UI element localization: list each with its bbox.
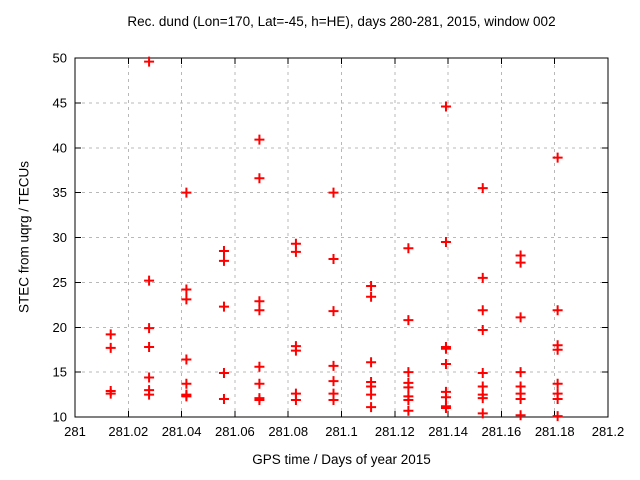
y-tick-label: 40 xyxy=(53,140,67,155)
data-point-marker xyxy=(181,284,192,295)
data-point-marker xyxy=(218,368,229,379)
data-point-marker xyxy=(515,367,526,378)
x-tick-label: 281.14 xyxy=(428,424,468,439)
plot-border xyxy=(74,57,609,418)
data-point-marker xyxy=(254,296,265,307)
x-tick-label: 281.02 xyxy=(108,424,148,439)
data-point-marker xyxy=(552,411,563,422)
data-point-marker xyxy=(218,394,229,405)
data-point-marker xyxy=(366,402,377,413)
data-point-marker xyxy=(181,378,192,389)
data-point-marker xyxy=(552,152,563,163)
data-point-marker xyxy=(403,315,414,326)
data-point-marker xyxy=(328,360,339,371)
y-tick-label: 50 xyxy=(53,51,67,66)
data-point-marker xyxy=(477,408,488,419)
y-tick-label: 30 xyxy=(53,230,67,245)
x-tick-label: 281.2 xyxy=(592,424,625,439)
data-point-marker xyxy=(254,134,265,145)
data-point-marker xyxy=(440,392,451,403)
data-point-marker xyxy=(181,187,192,198)
data-point-marker xyxy=(328,306,339,317)
x-tick-label: 281.08 xyxy=(268,424,308,439)
data-point-marker xyxy=(477,324,488,335)
data-point-marker xyxy=(403,367,414,378)
x-tick-label: 281.1 xyxy=(325,424,358,439)
data-point-marker xyxy=(290,345,301,356)
data-point-marker xyxy=(328,376,339,387)
y-tick-label: 15 xyxy=(53,365,67,380)
data-point-marker xyxy=(552,305,563,316)
y-tick-label: 10 xyxy=(53,410,67,425)
data-point-marker xyxy=(440,236,451,247)
data-point-marker xyxy=(477,305,488,316)
data-point-marker xyxy=(144,323,155,334)
y-tick-label: 25 xyxy=(53,275,67,290)
data-point-marker xyxy=(515,257,526,268)
data-point-marker xyxy=(144,275,155,286)
data-point-marker xyxy=(144,56,155,67)
data-point-marker xyxy=(515,410,526,421)
data-point-marker xyxy=(328,187,339,198)
data-point-marker xyxy=(552,344,563,355)
data-point-marker xyxy=(181,391,192,402)
data-point-marker xyxy=(181,294,192,305)
data-point-marker xyxy=(254,173,265,184)
data-point-marker xyxy=(105,329,116,340)
x-tick-label: 281 xyxy=(64,424,86,439)
y-tick-label: 45 xyxy=(53,95,67,110)
x-tick-label: 281.16 xyxy=(482,424,522,439)
data-point-marker xyxy=(440,101,451,112)
data-point-marker xyxy=(254,378,265,389)
data-point-marker xyxy=(144,341,155,352)
data-point-marker xyxy=(181,354,192,365)
y-tick-label: 35 xyxy=(53,185,67,200)
data-point-marker xyxy=(440,343,451,354)
data-point-marker xyxy=(440,359,451,370)
data-point-marker xyxy=(366,357,377,368)
data-point-marker xyxy=(254,305,265,316)
x-tick-label: 281.04 xyxy=(162,424,202,439)
data-point-marker xyxy=(477,183,488,194)
data-point-marker xyxy=(218,301,229,312)
data-point-marker xyxy=(105,342,116,353)
data-point-marker xyxy=(105,388,116,399)
data-point-marker xyxy=(515,312,526,323)
data-point-marker xyxy=(477,368,488,379)
data-point-marker xyxy=(366,280,377,291)
chart-title: Rec. dund (Lon=170, Lat=-45, h=HE), days… xyxy=(127,14,556,29)
data-point-marker xyxy=(144,372,155,383)
data-point-marker xyxy=(254,361,265,372)
data-point-marker xyxy=(218,255,229,266)
data-point-marker xyxy=(403,382,414,393)
data-point-marker xyxy=(403,394,414,405)
data-point-marker xyxy=(290,246,301,257)
data-point-marker xyxy=(218,245,229,256)
x-tick-label: 281.18 xyxy=(535,424,575,439)
x-tick-label: 281.12 xyxy=(375,424,415,439)
data-point-marker xyxy=(477,393,488,404)
data-point-marker xyxy=(477,272,488,283)
data-point-marker xyxy=(552,394,563,405)
x-tick-label: 281.06 xyxy=(215,424,255,439)
data-point-marker xyxy=(440,403,451,414)
data-point-marker xyxy=(515,394,526,405)
data-point-marker xyxy=(254,394,265,405)
data-point-marker xyxy=(328,394,339,405)
data-point-marker xyxy=(403,243,414,254)
y-tick-label: 20 xyxy=(53,320,67,335)
data-point-marker xyxy=(144,389,155,400)
x-axis-title: GPS time / Days of year 2015 xyxy=(252,452,431,467)
data-point-marker xyxy=(328,254,339,265)
data-point-marker xyxy=(366,389,377,400)
data-point-marker xyxy=(290,394,301,405)
data-point-marker xyxy=(552,378,563,389)
data-point-marker xyxy=(403,405,414,416)
data-point-marker xyxy=(366,291,377,302)
